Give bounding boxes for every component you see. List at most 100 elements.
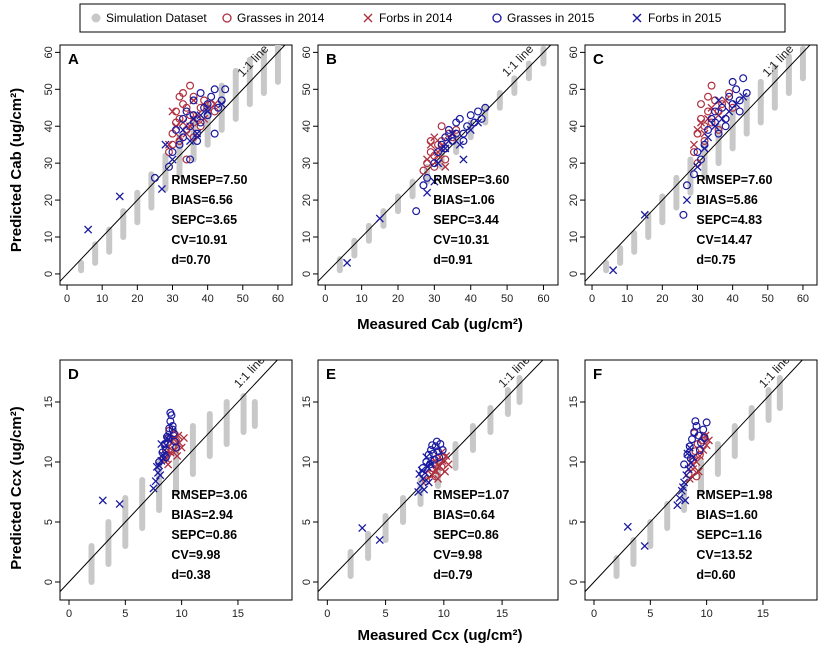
data-point xyxy=(673,501,682,510)
y-tick-label: 40 xyxy=(43,120,55,132)
stat-line: BIAS=1.60 xyxy=(696,508,758,522)
stat-line: CV=10.31 xyxy=(433,233,489,247)
data-point xyxy=(186,155,195,164)
one-to-one-line xyxy=(318,360,544,592)
stat-line: CV=13.52 xyxy=(696,548,752,562)
data-point xyxy=(441,144,450,153)
stat-line: SEPC=4.83 xyxy=(696,213,762,227)
data-point xyxy=(207,92,216,101)
y-tick-label: 5 xyxy=(301,519,313,525)
x-tick-label: 15 xyxy=(496,608,508,620)
data-point xyxy=(678,483,688,492)
panel-label: B xyxy=(326,51,337,68)
legend-item-grasses-2015: Grasses in 2015 xyxy=(492,11,595,25)
x-tick-label: 50 xyxy=(501,293,513,305)
data-point xyxy=(189,96,198,105)
x-tick-label: 0 xyxy=(66,608,72,620)
x-tick-label: 40 xyxy=(727,293,739,305)
y-tick-label: 30 xyxy=(301,157,313,169)
one-to-one-line xyxy=(585,45,811,282)
data-point xyxy=(343,258,352,267)
data-point xyxy=(170,437,179,446)
data-point xyxy=(732,85,741,94)
data-point xyxy=(444,136,453,146)
plot-frame xyxy=(317,44,559,286)
legend-dot-marker xyxy=(91,13,101,23)
x-tick-label: 30 xyxy=(166,293,178,305)
series-forbs-in-2015 xyxy=(358,453,436,545)
data-point xyxy=(196,111,205,120)
ccx-y-axis-title: Predicted Ccx (ug/cm²) xyxy=(8,406,25,569)
data-point xyxy=(682,196,691,205)
x-tick-label: 10 xyxy=(701,608,713,620)
data-point xyxy=(700,137,709,146)
data-point xyxy=(210,129,219,138)
stat-line: d=0.91 xyxy=(433,253,472,267)
data-point xyxy=(681,496,690,505)
data-point xyxy=(695,446,704,455)
y-tick-label: 5 xyxy=(568,519,580,525)
data-point xyxy=(161,140,170,149)
data-point xyxy=(196,118,205,127)
panel-b: 1:1 lineBRMSEP=3.60BIAS=1.06SEPC=3.44CV=… xyxy=(301,44,559,305)
data-point xyxy=(175,114,184,123)
data-point xyxy=(149,484,158,493)
x-tick-label: 50 xyxy=(762,293,774,305)
legend-cross-marker xyxy=(632,13,642,23)
data-point xyxy=(210,85,219,94)
x-tick-label: 0 xyxy=(591,608,597,620)
stat-line: RMSEP=3.06 xyxy=(171,488,247,502)
data-point xyxy=(448,129,457,138)
data-point xyxy=(691,417,700,426)
data-point xyxy=(704,125,713,134)
data-point xyxy=(714,96,723,105)
y-tick-label: 15 xyxy=(301,396,313,408)
data-point xyxy=(179,433,188,443)
data-point xyxy=(695,451,704,461)
data-point xyxy=(707,103,716,112)
stat-line: RMSEP=7.60 xyxy=(696,173,772,187)
data-point xyxy=(115,499,124,509)
data-point xyxy=(438,446,447,455)
series-forbs-in-2015 xyxy=(623,443,698,551)
series-forbs-in-2015 xyxy=(98,431,174,509)
data-point xyxy=(98,496,107,505)
data-point xyxy=(203,107,212,116)
data-point xyxy=(682,181,691,190)
data-point xyxy=(481,103,490,112)
stat-line: BIAS=1.06 xyxy=(433,193,495,207)
data-point xyxy=(179,114,188,123)
data-point xyxy=(735,107,744,116)
data-point xyxy=(459,155,468,164)
data-point xyxy=(725,107,734,116)
y-tick-label: 15 xyxy=(568,396,580,408)
legend-cross-marker xyxy=(363,13,373,23)
data-point xyxy=(426,140,435,149)
data-point xyxy=(707,118,716,127)
data-point xyxy=(217,100,226,109)
data-point xyxy=(186,81,195,90)
x-tick-label: 20 xyxy=(656,293,668,305)
data-point xyxy=(463,122,472,131)
data-point xyxy=(434,447,443,456)
stat-line: RMSEP=1.07 xyxy=(433,488,509,502)
data-point xyxy=(689,170,698,179)
x-tick-label: 30 xyxy=(691,293,703,305)
y-tick-label: 15 xyxy=(43,396,55,408)
stat-line: SEPC=0.86 xyxy=(171,528,237,542)
x-tick-label: 10 xyxy=(96,293,108,305)
data-point xyxy=(115,192,124,201)
x-tick-label: 60 xyxy=(797,293,809,305)
data-point xyxy=(675,493,684,503)
data-point xyxy=(703,133,713,142)
data-point xyxy=(155,461,164,470)
data-point xyxy=(728,103,737,112)
data-point xyxy=(196,122,205,131)
data-point xyxy=(441,162,450,171)
x-tick-label: 15 xyxy=(757,608,769,620)
data-point xyxy=(196,88,205,97)
legend-item-forbs-2014: Forbs in 2014 xyxy=(363,11,453,25)
data-point xyxy=(178,125,188,134)
